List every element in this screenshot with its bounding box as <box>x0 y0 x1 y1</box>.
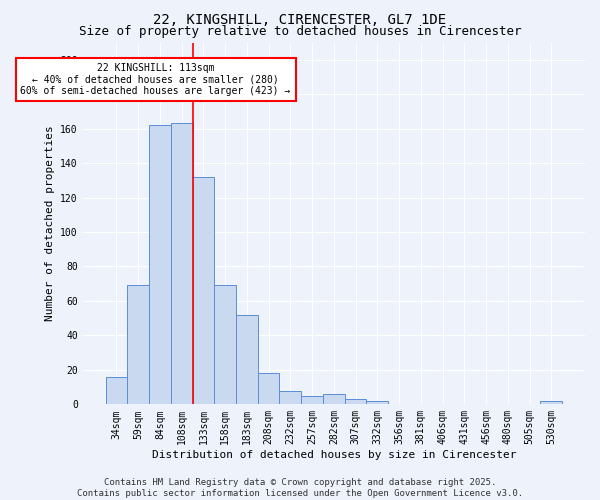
Text: 22 KINGSHILL: 113sqm
← 40% of detached houses are smaller (280)
60% of semi-deta: 22 KINGSHILL: 113sqm ← 40% of detached h… <box>20 63 290 96</box>
Bar <box>171 124 193 404</box>
Bar <box>127 286 149 405</box>
Bar <box>106 377 127 404</box>
Bar <box>323 394 345 404</box>
Bar <box>301 396 323 404</box>
Bar <box>193 177 214 404</box>
Text: 22, KINGSHILL, CIRENCESTER, GL7 1DE: 22, KINGSHILL, CIRENCESTER, GL7 1DE <box>154 12 446 26</box>
Bar <box>345 399 367 404</box>
Bar <box>258 374 280 404</box>
Bar <box>367 401 388 404</box>
X-axis label: Distribution of detached houses by size in Cirencester: Distribution of detached houses by size … <box>152 450 516 460</box>
Bar <box>236 314 258 404</box>
Bar <box>214 286 236 405</box>
Bar <box>149 125 171 404</box>
Text: Contains HM Land Registry data © Crown copyright and database right 2025.
Contai: Contains HM Land Registry data © Crown c… <box>77 478 523 498</box>
Y-axis label: Number of detached properties: Number of detached properties <box>44 126 55 322</box>
Bar <box>280 390 301 404</box>
Text: Size of property relative to detached houses in Cirencester: Size of property relative to detached ho… <box>79 25 521 38</box>
Bar <box>541 401 562 404</box>
